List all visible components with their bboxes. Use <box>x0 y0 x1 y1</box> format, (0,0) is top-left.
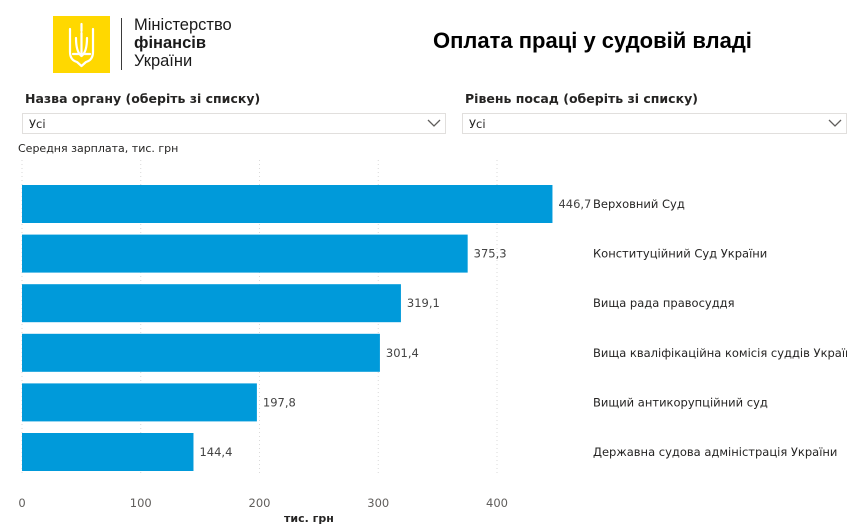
chart-bars <box>22 185 553 471</box>
bar-value-label: 301,4 <box>386 346 419 360</box>
ministry-name-line1: Міністерство <box>134 16 232 34</box>
bar-value-label: 197,8 <box>263 395 296 409</box>
bar-value-label: 446,7 <box>558 197 591 211</box>
x-tick-label: 100 <box>130 496 152 510</box>
chevron-down-icon <box>828 119 842 127</box>
category-label: Державна судова адміністрація України <box>593 445 837 459</box>
bar <box>22 333 380 372</box>
x-tick-label: 400 <box>486 496 508 510</box>
x-tick-label: 300 <box>367 496 389 510</box>
chevron-down-icon <box>427 119 441 127</box>
x-tick-label: 200 <box>249 496 271 510</box>
category-label: Вища кваліфікаційна комісія суддів Украї… <box>593 346 847 360</box>
filter-level-value: Усі <box>469 117 486 131</box>
logo-divider <box>121 18 122 70</box>
category-label: Верховний Суд <box>593 197 685 211</box>
category-label: Вища рада правосуддя <box>593 296 735 310</box>
chart-category-labels: Верховний Суд Конституційний Суд України В… <box>593 197 847 459</box>
category-label: Вищий антикорупційний суд <box>593 395 768 409</box>
bar-value-label: 375,3 <box>474 247 507 261</box>
ministry-logo: Міністерство фінансів України <box>53 16 253 74</box>
bar-value-label: 144,4 <box>199 445 232 459</box>
filter-organ-value: Усі <box>29 117 46 131</box>
salary-bar-chart: 446,7 375,3 319,1 301,4 197,8 144,4 Верховний… <box>18 160 847 510</box>
bar <box>22 185 553 223</box>
bar <box>22 284 401 323</box>
bar-value-label: 319,1 <box>407 296 440 310</box>
ministry-name-line3: України <box>134 52 193 70</box>
bar <box>22 234 468 273</box>
x-tick-label: 0 <box>18 496 25 510</box>
x-axis-title: тис. грн <box>284 512 334 525</box>
bar <box>22 433 194 471</box>
filter-organ-label: Назва органу (оберіть зі списку) <box>25 91 261 106</box>
filter-level-label: Рівень посад (оберіть зі списку) <box>465 91 698 106</box>
filter-level-dropdown[interactable]: Усі <box>462 113 847 134</box>
chart-x-ticks: 0 100 200 300 400 <box>18 496 508 510</box>
ministry-name: Міністерство фінансів України <box>134 16 232 70</box>
page-title: Оплата праці у судовій владі <box>433 28 752 53</box>
category-label: Конституційний Суд України <box>593 247 767 261</box>
filter-organ-dropdown[interactable]: Усі <box>22 113 446 134</box>
bar <box>22 383 257 422</box>
chart-data-labels: 446,7 375,3 319,1 301,4 197,8 144,4 <box>199 197 591 459</box>
trident-icon <box>53 16 110 73</box>
ministry-name-line2: фінансів <box>134 34 207 52</box>
chart-subtitle: Середня зарплата, тис. грн <box>18 142 179 155</box>
